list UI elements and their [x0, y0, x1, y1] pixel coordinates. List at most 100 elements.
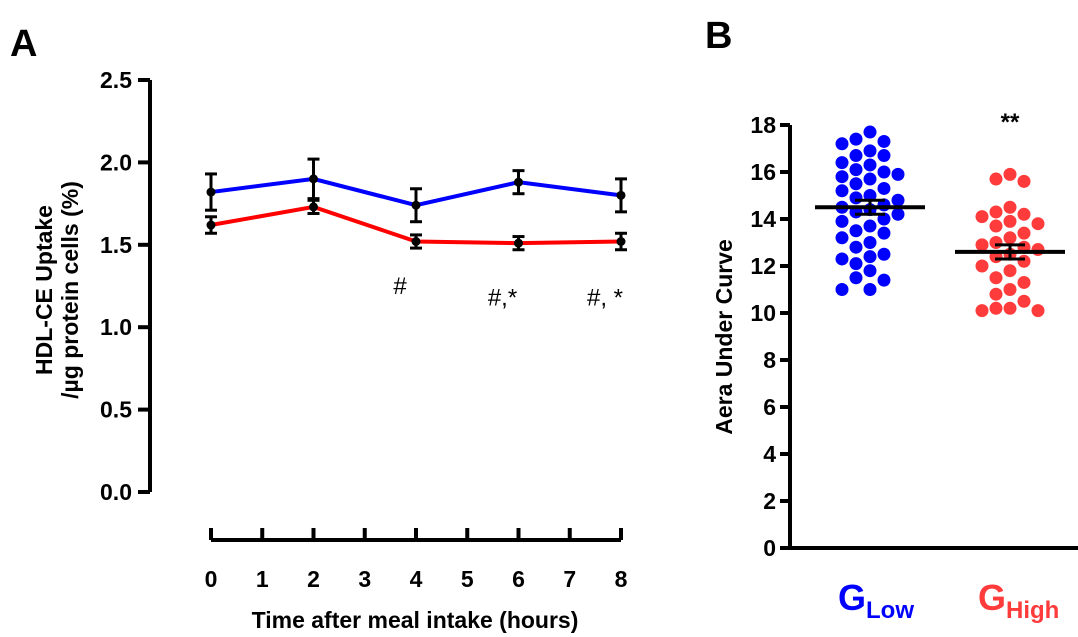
panel-a-annotation: #, * [587, 285, 623, 312]
panel-a-x-tick-label: 7 [563, 566, 576, 592]
panel-b-data-point [877, 165, 891, 179]
panel-b-group-label-main: G [978, 577, 1006, 618]
panel-a-x-tick-label: 5 [461, 566, 474, 592]
panel-a-xlabel: Time after meal intake (hours) [252, 607, 579, 633]
panel-b-data-point [1031, 217, 1045, 231]
panel-b-data-point [877, 226, 891, 240]
panel-b-data-point [975, 304, 989, 318]
panel-b-data-point [863, 283, 877, 296]
panel-b-data-point [849, 257, 863, 271]
panel-b-y-tick-label: 6 [763, 394, 776, 420]
panel-b-data-point [849, 240, 863, 254]
panel-b-y-tick-label: 12 [750, 253, 776, 279]
panel-b-data-point [835, 170, 849, 184]
panel-b-data-point [891, 207, 905, 221]
panel-b-y-tick-label: 16 [750, 159, 776, 185]
panel-b-data-point [1017, 174, 1031, 188]
panel-b-data-point [1031, 304, 1045, 318]
panel-b-y-tick-label: 4 [763, 441, 776, 467]
panel-b-data-point [1003, 264, 1017, 278]
panel-b-data-point [863, 144, 877, 158]
panel-a-y-tick-label: 1.5 [100, 232, 132, 258]
panel-a-data-point [411, 200, 421, 210]
panel-b-data-point [877, 181, 891, 195]
panel-b-data-point [1003, 283, 1017, 296]
panel-b-data-point [849, 163, 863, 177]
panel-b-data-point [1017, 254, 1031, 268]
panel-a-data-point [206, 220, 216, 230]
panel-b-data-point [835, 184, 849, 198]
panel-a-x-tick-label: 3 [358, 566, 371, 592]
panel-b-data-point [835, 283, 849, 296]
panel-b-data-point [863, 125, 877, 139]
panel-a-annotation: # [393, 273, 407, 300]
panel-b-data-point [1003, 214, 1017, 228]
panel-a-y-tick-label: 1.0 [100, 314, 132, 340]
panel-b-group-label: GLow [838, 577, 914, 624]
panel-b-data-point [863, 250, 877, 264]
panel-a-x-tick-label: 6 [512, 566, 525, 592]
panel-a-data-point [206, 187, 216, 197]
panel-a-x-tick-label: 4 [410, 566, 423, 592]
panel-a-ylabel-line2: /µg protein cells (%) [57, 181, 83, 399]
panel-b-data-point [835, 156, 849, 170]
panel-b-y-tick-label: 14 [750, 206, 776, 232]
panel-b-data-point [835, 231, 849, 245]
panel-b-data-point [891, 193, 905, 207]
panel-b-label: B [705, 15, 732, 57]
panel-a-y-tick-label: 0.5 [100, 397, 132, 423]
panel-b-ylabel: Aera Under Curve [711, 239, 737, 435]
panel-b-data-point [1031, 243, 1045, 257]
panel-a-ylabel-line1: HDL-CE Uptake [31, 205, 57, 375]
panel-b-group-label-main: G [838, 577, 866, 618]
panel-b-data-point [1003, 200, 1017, 214]
panel-b-data-point [1003, 301, 1017, 315]
panel-b-data-point [849, 224, 863, 238]
panel-a-x-tick-label: 1 [256, 566, 269, 592]
panel-a-label: A [10, 23, 37, 65]
panel-a-data-point [411, 237, 421, 247]
panel-a-data-point [616, 237, 626, 247]
panel-b-data-point [849, 177, 863, 191]
panel-b-data-point [1003, 167, 1017, 181]
panel-b-data-point [989, 205, 1003, 219]
panel-a-data-point [309, 202, 318, 212]
panel-b-data-point [1017, 275, 1031, 289]
panel-a-y-tick-label: 0.0 [100, 479, 132, 505]
panel-b-data-point [1017, 207, 1031, 221]
panel-b-data-point [989, 301, 1003, 315]
panel-b-group-label-sub: Low [866, 597, 914, 624]
panel-b-data-point [835, 137, 849, 151]
panel-b-data-point [849, 271, 863, 285]
panel-b-data-point [863, 158, 877, 172]
panel-b-data-point [989, 236, 1003, 249]
panel-b-significance-marker: ** [1001, 109, 1020, 136]
panel-a-data-point [616, 190, 626, 200]
panel-b-y-tick-label: 0 [763, 535, 776, 561]
panel-a-x-tick-label: 0 [205, 566, 218, 592]
panel-a-data-point [514, 238, 523, 248]
panel-a-line-chart: HDL-CE Uptake /µg protein cells (%) Time… [31, 67, 628, 633]
panel-b-data-point [989, 219, 1003, 233]
panel-b-data-point [877, 134, 891, 148]
panel-a-y-tick-label: 2.0 [100, 149, 132, 175]
panel-a-data-point [309, 174, 318, 184]
panel-b-group-label-sub: High [1006, 597, 1059, 624]
panel-b-data-point [989, 172, 1003, 186]
panel-b-data-point [877, 247, 891, 261]
panel-b-y-tick-label: 18 [750, 112, 776, 138]
panel-b-data-point [975, 210, 989, 224]
panel-b-data-point [863, 219, 877, 233]
panel-a-y-tick-label: 2.5 [100, 67, 132, 93]
panel-b-data-point [877, 273, 891, 287]
panel-a-annotation: #,* [488, 285, 517, 312]
panel-b-data-point [877, 149, 891, 163]
panel-a-data-point [514, 177, 523, 187]
panel-b-data-point [849, 132, 863, 146]
panel-b-data-point [1017, 294, 1031, 308]
panel-b-y-tick-label: 8 [763, 347, 776, 373]
panel-b-data-point [891, 167, 905, 181]
panel-b-data-point [989, 271, 1003, 285]
